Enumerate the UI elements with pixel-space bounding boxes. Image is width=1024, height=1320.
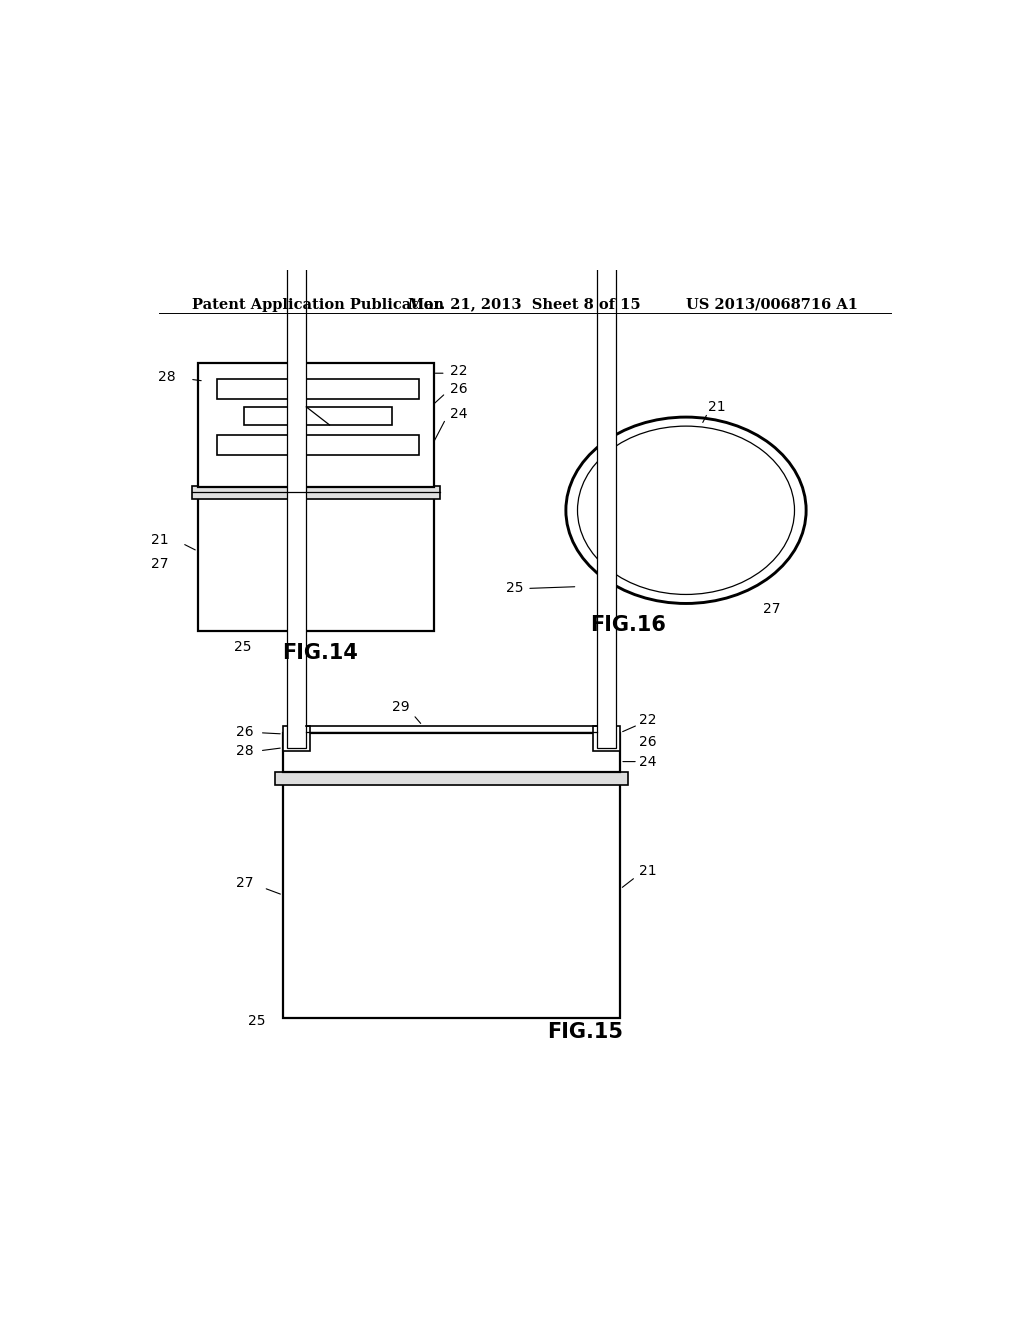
Text: Mar. 21, 2013  Sheet 8 of 15: Mar. 21, 2013 Sheet 8 of 15 <box>409 298 641 312</box>
Text: 22: 22 <box>640 713 657 726</box>
Bar <box>245 407 391 425</box>
Bar <box>275 772 628 785</box>
Text: FIG.16: FIG.16 <box>590 615 666 635</box>
Text: 25: 25 <box>506 581 523 595</box>
Text: 21: 21 <box>640 865 657 878</box>
Text: 26: 26 <box>640 735 657 750</box>
Text: 25: 25 <box>249 1014 266 1028</box>
Text: 28: 28 <box>236 743 254 758</box>
Text: US 2013/0068716 A1: US 2013/0068716 A1 <box>686 298 858 312</box>
Text: 27: 27 <box>764 602 781 616</box>
Text: 29: 29 <box>392 701 410 714</box>
Bar <box>283 726 310 751</box>
Text: 22: 22 <box>450 364 467 378</box>
Bar <box>283 733 621 772</box>
Text: 25: 25 <box>233 640 252 655</box>
Text: FIG.15: FIG.15 <box>547 1022 624 1041</box>
Text: 27: 27 <box>151 557 168 572</box>
Text: 27: 27 <box>237 876 254 890</box>
Text: 26: 26 <box>236 725 254 738</box>
Text: 21: 21 <box>708 400 725 414</box>
Text: 28: 28 <box>159 370 176 384</box>
Bar <box>217 436 419 455</box>
Bar <box>287 0 306 747</box>
Bar <box>198 363 434 487</box>
Bar <box>597 0 616 747</box>
Text: 26: 26 <box>450 381 467 396</box>
Text: 24: 24 <box>450 407 467 421</box>
Bar <box>217 379 419 399</box>
Bar <box>191 486 440 499</box>
Text: 21: 21 <box>151 533 168 548</box>
Bar <box>593 726 621 751</box>
Text: FIG.14: FIG.14 <box>283 643 358 664</box>
Bar <box>283 784 621 1018</box>
Text: 24: 24 <box>640 755 657 768</box>
Text: Patent Application Publication: Patent Application Publication <box>191 298 443 312</box>
Bar <box>198 498 434 631</box>
Ellipse shape <box>578 426 795 594</box>
Ellipse shape <box>566 417 806 603</box>
